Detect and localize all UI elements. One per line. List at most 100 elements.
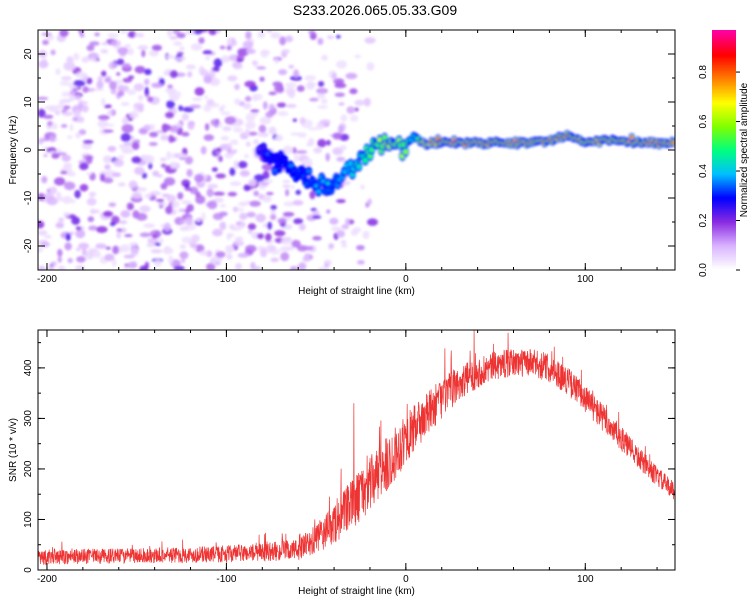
noise-blob (173, 265, 185, 270)
noise-blob (265, 111, 274, 118)
noise-blob (290, 132, 301, 136)
signal-core (300, 168, 305, 172)
colorbar-tick-label: 0.4 (698, 164, 709, 178)
noise-blob (87, 216, 95, 223)
noise-blob (274, 58, 279, 64)
noise-blob (89, 41, 100, 46)
noise-blob (38, 220, 45, 229)
noise-blob (187, 71, 193, 78)
colorbar-segment (712, 256, 736, 259)
noise-blob (79, 162, 89, 171)
noise-blob (317, 138, 327, 148)
noise-blob (219, 221, 227, 231)
noise-blob (55, 222, 65, 229)
colorbar-segment (712, 64, 736, 67)
noise-blob (206, 188, 214, 198)
noise-blob (288, 64, 295, 69)
noise-blob (49, 134, 56, 143)
noise-blob (61, 195, 73, 204)
noise-blob (116, 230, 122, 239)
noise-blob (295, 189, 302, 195)
noise-blob (336, 230, 346, 238)
noise-blob (274, 84, 282, 92)
signal-core (261, 146, 266, 150)
noise-blob (89, 208, 96, 215)
noise-blob (244, 95, 252, 102)
noise-blob (258, 124, 267, 133)
noise-blob (253, 139, 259, 145)
colorbar-segment (712, 138, 736, 141)
colorbar-segment (712, 112, 736, 115)
colorbar-segment (712, 182, 736, 185)
noise-blob (298, 262, 307, 270)
noise-blob (151, 44, 162, 51)
noise-blob (312, 236, 322, 241)
noise-blob (169, 36, 178, 40)
spectrogram-y-tick-label: 20 (23, 48, 34, 60)
noise-blob (366, 218, 379, 226)
noise-blob (288, 90, 296, 99)
noise-blob (75, 132, 82, 139)
snr-x-tick-label: 0 (403, 574, 409, 585)
noise-blob (285, 82, 297, 88)
noise-blob (221, 104, 226, 110)
noise-blob (44, 235, 52, 239)
noise-blob (51, 122, 58, 130)
colorbar-segment (712, 186, 736, 189)
colorbar-segment (712, 90, 736, 93)
colorbar-segment (712, 206, 736, 209)
noise-blob (167, 30, 173, 37)
noise-blob (149, 190, 162, 196)
noise-blob (63, 212, 70, 217)
noise-blob (239, 170, 250, 177)
noise-blob (103, 177, 114, 184)
signal-core (350, 173, 355, 177)
noise-blob (248, 229, 253, 234)
noise-blob (75, 71, 87, 79)
noise-blob (325, 152, 330, 162)
noise-blob (270, 257, 280, 263)
noise-blob (338, 102, 345, 106)
colorbar-segment (712, 44, 736, 47)
noise-blob (326, 139, 331, 146)
noise-blob (131, 141, 140, 151)
noise-blob (78, 129, 87, 135)
noise-blob (318, 266, 330, 270)
noise-blob (166, 151, 172, 160)
noise-blob (279, 246, 291, 252)
noise-blob (118, 220, 128, 225)
noise-blob (270, 214, 277, 221)
signal-core (306, 169, 311, 173)
noise-blob (148, 49, 159, 57)
colorbar-segment (712, 230, 736, 233)
noise-blob (277, 218, 287, 224)
signal-core (363, 158, 368, 162)
colorbar-segment (712, 220, 736, 223)
noise-blob (38, 246, 44, 253)
noise-blob (184, 187, 193, 191)
noise-blob (63, 62, 76, 72)
noise-blob (184, 156, 194, 165)
noise-blob (136, 212, 148, 221)
colorbar-segment (712, 110, 736, 113)
noise-blob (61, 91, 72, 97)
colorbar-segment (712, 80, 736, 83)
noise-blob (53, 177, 66, 186)
noise-blob (77, 116, 85, 124)
snr-frame (37, 329, 676, 571)
noise-blob (290, 75, 303, 81)
noise-blob (229, 139, 239, 146)
noise-blob (233, 127, 243, 133)
colorbar-label: Normalized spectral amplitude (739, 82, 750, 217)
noise-blob (222, 126, 232, 132)
spectrogram-x-tick-label: -100 (216, 274, 236, 285)
noise-blob (106, 110, 113, 115)
colorbar-segment (712, 268, 736, 271)
colorbar-segment (712, 248, 736, 251)
noise-blob (123, 254, 135, 259)
noise-blob (274, 134, 284, 142)
noise-blob (95, 243, 107, 249)
colorbar-segment (712, 140, 736, 143)
noise-blob (360, 184, 365, 190)
colorbar-segment (712, 190, 736, 193)
